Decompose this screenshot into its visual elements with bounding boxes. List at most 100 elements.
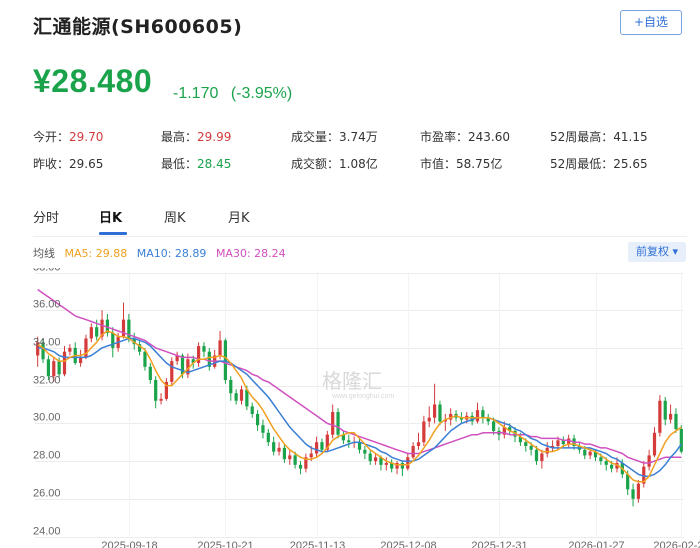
stat-label: 今开： (33, 130, 70, 144)
x-tick-label: 2026-02-27 (653, 540, 700, 548)
candle-body (154, 379, 158, 401)
candle-body (432, 404, 437, 418)
candle-body (186, 359, 190, 375)
candle-body (615, 462, 619, 469)
stat-prev-close: 昨收：29.65 (33, 155, 103, 172)
candle-body (647, 455, 651, 467)
candle-body (105, 319, 110, 333)
ma-legend: 均线 MA5: 29.88 MA10: 28.89 MA30: 28.24 (33, 245, 292, 261)
candle-body (180, 355, 185, 375)
candle-body (202, 346, 206, 352)
tab-daily-k[interactable]: 日K (99, 211, 123, 226)
ma-lines (37, 288, 682, 483)
candle-body (84, 338, 88, 358)
stat-turnover: 成交额：1.08亿 (291, 155, 378, 172)
candle-body (261, 425, 265, 433)
stat-value: 28.45 (197, 157, 232, 171)
candle-body (207, 351, 211, 367)
candle-body (368, 453, 372, 462)
candle-body (475, 410, 480, 422)
candle-body (400, 462, 405, 469)
candle-body (395, 462, 399, 469)
stat-label: 52周最高： (550, 130, 614, 144)
chart-grid (35, 272, 684, 538)
candle-body (282, 447, 287, 460)
stat-high: 最高：29.99 (161, 128, 231, 145)
candle-body (95, 327, 99, 337)
candle-body (406, 457, 410, 469)
candle-body (298, 464, 303, 469)
stat-pe: 市盈率：243.60 (420, 128, 510, 145)
candle-body (679, 429, 683, 452)
candle-body (89, 327, 93, 339)
stat-low: 最低：28.45 (161, 155, 231, 172)
candle-body (491, 421, 496, 431)
ma-legend-title: 均线 (33, 247, 55, 260)
candle-body (357, 442, 362, 450)
stat-label: 市盈率： (420, 130, 469, 144)
stat-52w-low: 52周最低：25.65 (550, 155, 648, 172)
stat-value: 243.60 (468, 130, 511, 144)
candle-body (373, 457, 378, 462)
candle-body (52, 361, 56, 377)
quote-stats: 今开：29.70 最高：29.99 成交量：3.74万 市盈率：243.60 5… (33, 128, 693, 178)
tab-weekly-k[interactable]: 周K (164, 211, 186, 226)
candle-body (272, 442, 276, 452)
y-tick-label: 30.00 (33, 412, 61, 424)
candle-body (196, 346, 201, 364)
candle-body (486, 417, 490, 422)
price-change-percent: (-3.95%) (230, 85, 293, 102)
tabs-divider (33, 236, 687, 237)
candle-body (304, 457, 308, 469)
candle-body (540, 453, 544, 462)
tab-intraday[interactable]: 分时 (33, 211, 60, 226)
candle-body (470, 415, 474, 422)
y-tick-label: 38.00 (33, 268, 61, 274)
candle-body (218, 340, 222, 356)
candle-body (663, 400, 667, 420)
stat-label: 市值： (420, 157, 457, 171)
candles (36, 302, 683, 507)
candle-body (325, 434, 329, 450)
stat-market-cap: 市值：58.75亿 (420, 155, 502, 172)
candle-body (288, 455, 292, 460)
candle-body (652, 432, 657, 456)
x-tick-label: 2025-12-08 (380, 540, 436, 548)
stock-name: 汇通能源(SH600605) (33, 16, 243, 38)
candle-body (384, 462, 388, 465)
candle-body (609, 464, 614, 469)
x-axis: 2025-09-18 2025-10-21 2025-11-13 2025-12-08… (101, 540, 700, 548)
add-watchlist-button[interactable]: +自选 (620, 10, 682, 35)
candle-body (379, 457, 383, 465)
price-change: -1.170 (-3.95%) (173, 85, 292, 103)
candle-body (443, 419, 447, 422)
candle-body (341, 434, 346, 441)
candle-body (642, 466, 646, 484)
stat-value: 1.08亿 (339, 157, 378, 171)
stat-value: 25.65 (613, 157, 648, 171)
x-tick-label: 2025-11-13 (290, 540, 345, 548)
candle-body (314, 442, 319, 454)
stat-52w-high: 52周最高：41.15 (550, 128, 648, 145)
stat-label: 昨收： (33, 157, 70, 171)
candle-body (191, 359, 195, 364)
candle-body (46, 359, 51, 377)
x-tick-label: 2025-10-21 (197, 540, 253, 548)
candle-body (411, 445, 415, 458)
candle-body (36, 342, 40, 356)
price-adjust-dropdown[interactable]: 前复权 ▾ (628, 242, 686, 262)
candle-body (127, 319, 131, 339)
candle-body (250, 406, 254, 414)
candle-body (132, 338, 136, 345)
tab-monthly-k[interactable]: 月K (228, 211, 250, 226)
y-tick-label: 26.00 (33, 488, 61, 500)
candle-body (567, 438, 571, 445)
candle-body (266, 432, 270, 443)
stat-label: 成交量： (291, 130, 340, 144)
candle-body (674, 413, 678, 430)
candle-body (534, 449, 539, 462)
candle-body (604, 461, 608, 465)
candle-body (390, 462, 394, 469)
candle-body (277, 447, 281, 452)
price-change-value: -1.170 (173, 85, 219, 102)
